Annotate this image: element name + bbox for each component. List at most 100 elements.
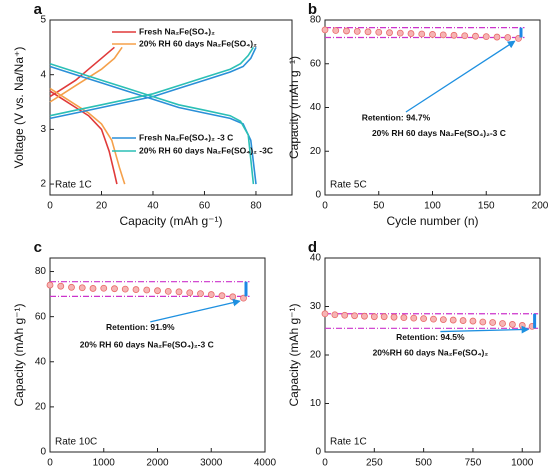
x-tick-label: 80 (250, 201, 262, 212)
data-point (121, 285, 129, 293)
series-line (49, 46, 126, 185)
data-point (418, 30, 426, 38)
x-tick-label: 60 (199, 201, 211, 212)
y-tick-label: 80 (310, 15, 322, 26)
x-tick-label: 1000 (93, 458, 116, 467)
data-point (469, 317, 477, 325)
x-tick-label: 40 (147, 201, 159, 212)
data-point (380, 313, 388, 321)
legend-label: 20% RH 60 days Na₂Fe(SO₄)₂ -3C (139, 145, 273, 155)
x-tick-label: 150 (478, 201, 495, 212)
retention-label: Retention: 91.9% (106, 322, 175, 332)
y-tick-label: 40 (310, 102, 322, 113)
sample-label: 20% RH 60 days Na₂Fe(SO₄)₂-3 C (80, 340, 214, 350)
data-point (449, 316, 457, 324)
data-point (353, 27, 361, 35)
retention-bar (244, 281, 248, 297)
arrow (150, 298, 241, 323)
rate-label: Rate 1C (330, 437, 367, 448)
x-tick-label: 20 (96, 201, 108, 212)
data-point (186, 289, 194, 297)
y-axis-label: Voltage (V vs. Na/Na⁺) (12, 47, 26, 169)
panel-label: b (308, 1, 317, 18)
data-point (361, 312, 368, 320)
data-point (459, 317, 467, 324)
x-tick-label: 0 (322, 201, 328, 212)
y-tick-label: 0 (40, 447, 46, 458)
data-point (154, 287, 161, 295)
data-point (100, 284, 108, 292)
data-point (78, 284, 86, 292)
y-tick-label: 4 (40, 69, 46, 80)
x-tick-label: 0 (322, 458, 328, 467)
data-point (390, 313, 398, 321)
y-tick-label: 40 (35, 356, 47, 367)
data-point (508, 321, 516, 328)
y-axis-label: Capacity (mAh g⁻¹) (287, 56, 301, 159)
series-line (49, 46, 257, 185)
arrow (405, 40, 516, 113)
data-point (240, 294, 247, 302)
plot-frame (49, 19, 293, 196)
data-point (370, 313, 378, 321)
data-point (420, 315, 428, 323)
y-tick-label: 40 (310, 253, 322, 264)
data-point (499, 320, 506, 327)
data-point (410, 314, 418, 322)
data-point (197, 290, 204, 298)
data-point (472, 32, 479, 40)
data-point (143, 286, 151, 294)
y-axis-label: Capacity (mAh g⁻¹) (12, 303, 26, 406)
panel-label: c (34, 239, 42, 256)
data-point (504, 34, 512, 41)
data-point (89, 285, 97, 292)
panel-label: a (34, 1, 43, 18)
y-tick-label: 60 (35, 311, 47, 322)
panel-label: d (308, 239, 317, 256)
y-tick-label: 20 (310, 146, 322, 157)
y-tick-label: 10 (310, 398, 322, 409)
data-point (439, 316, 447, 323)
data-point (229, 293, 237, 301)
x-tick-label: 100 (424, 201, 441, 212)
x-tick-label: 750 (465, 458, 482, 467)
data-point (321, 26, 329, 34)
data-point (364, 28, 372, 36)
data-point (450, 31, 458, 39)
y-tick-label: 20 (35, 402, 47, 413)
data-point (321, 310, 329, 318)
sample-label: 20%RH 60 days Na₂Fe(SO₄)₂ (373, 347, 489, 357)
y-tick-label: 30 (310, 301, 322, 312)
y-tick-label: 0 (315, 190, 321, 201)
x-tick-label: 200 (532, 201, 549, 212)
data-point (375, 28, 383, 36)
data-point (461, 32, 469, 40)
x-tick-label: 1000 (511, 458, 534, 467)
data-point (482, 33, 490, 41)
data-point (341, 311, 349, 319)
legend-label: 20% RH 60 days Na₂Fe(SO₄)₂ (139, 38, 257, 48)
data-point (46, 281, 54, 289)
data-point (175, 288, 183, 296)
y-tick-label: 80 (35, 266, 47, 277)
x-tick-label: 0 (47, 458, 53, 467)
data-point (493, 33, 501, 41)
y-tick-label: 3 (40, 124, 46, 135)
data-point (407, 30, 415, 37)
retention-bar (519, 27, 523, 38)
retention-bar (533, 313, 537, 329)
data-point (132, 286, 140, 293)
data-point (489, 319, 497, 326)
data-point (518, 322, 526, 329)
x-axis-label: Cycle number (n) (386, 214, 478, 228)
x-tick-label: 500 (415, 458, 432, 467)
data-point (479, 318, 487, 326)
data-point (332, 27, 340, 34)
series-line (49, 46, 255, 185)
data-point (111, 285, 118, 293)
data-point (386, 29, 393, 37)
rate-label: Rate 5C (330, 180, 367, 191)
data-point (57, 282, 65, 290)
x-tick-label: 3000 (200, 458, 223, 467)
